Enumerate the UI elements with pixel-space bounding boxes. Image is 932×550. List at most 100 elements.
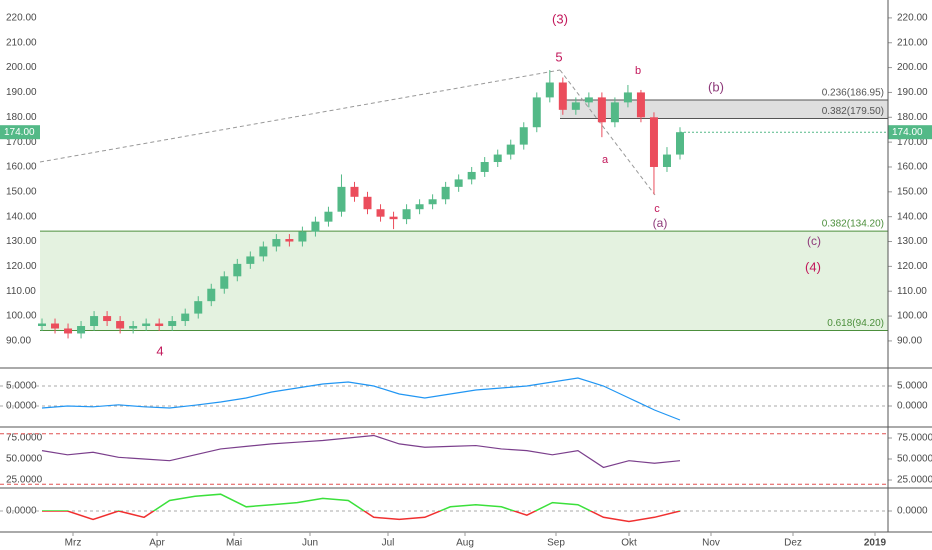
candle-body	[363, 196, 372, 210]
y-tick-label: 220.00	[6, 13, 37, 24]
y-tick-label: 130.00	[6, 236, 37, 247]
y-tick-label: 210.00	[897, 37, 928, 48]
candle-body	[558, 82, 567, 110]
candle-body	[415, 204, 424, 210]
wave-label: (a)	[653, 216, 668, 230]
candle-body	[376, 209, 385, 217]
candle-body	[597, 97, 606, 123]
candle-body	[142, 323, 151, 327]
candle-body	[623, 92, 632, 103]
candle-body	[402, 209, 411, 220]
osc-line	[42, 493, 680, 511]
price-tag	[0, 125, 40, 140]
wave-label: 4	[156, 343, 163, 358]
x-tick-label: Mrz	[65, 538, 82, 549]
candle-body	[272, 239, 281, 247]
y-tick-label: 25.0000	[6, 475, 43, 486]
wave-label: a	[602, 154, 609, 166]
candle-body	[103, 316, 112, 322]
y-tick-label: 75.0000	[6, 433, 43, 444]
x-tick-label: Dez	[784, 538, 802, 549]
y-tick-label: 200.00	[6, 62, 37, 73]
y-tick-label: 190.00	[897, 87, 928, 98]
candle-body	[350, 186, 359, 197]
y-tick-label: 100.00	[897, 311, 928, 322]
wave-label: (b)	[708, 79, 724, 94]
price-tag-label: 174.00	[4, 127, 35, 138]
y-tick-label: 90.00	[897, 336, 922, 347]
trend-line	[39, 69, 561, 163]
candle-body	[285, 239, 294, 242]
candle-body	[246, 256, 255, 264]
y-tick-label: 180.00	[6, 112, 37, 123]
rsi-line	[41, 434, 681, 469]
y-tick-label: 110.00	[6, 286, 36, 297]
fib-label: 0.382(179.50)	[822, 106, 884, 117]
candle-body	[662, 154, 671, 167]
candle-body	[207, 288, 216, 302]
fib-label: 0.618(94.20)	[827, 318, 884, 329]
price-tag-label: 174.00	[892, 127, 923, 138]
y-tick-label: 180.00	[897, 112, 928, 123]
y-tick-label: 150.00	[6, 186, 37, 197]
candle-body	[493, 154, 502, 163]
x-tick-label: Apr	[149, 538, 165, 549]
candle-body	[168, 321, 177, 327]
fib-label: 0.236(186.95)	[822, 88, 884, 99]
osc-line	[42, 511, 681, 523]
candle-body	[389, 216, 398, 220]
y-tick-label: 170.00	[897, 137, 928, 148]
y-tick-label: 120.00	[897, 261, 928, 272]
macd-line	[41, 377, 681, 421]
candle-body	[298, 231, 307, 242]
y-tick-label: 210.00	[6, 37, 37, 48]
wave-label: 5	[555, 49, 562, 64]
y-tick-label: 200.00	[897, 62, 928, 73]
y-tick-label: 130.00	[897, 236, 928, 247]
candle-body	[64, 328, 73, 334]
x-tick-label: Mai	[226, 538, 242, 549]
trend-line	[559, 69, 656, 196]
candle-body	[467, 171, 476, 180]
y-tick-label: 5.0000	[897, 381, 928, 392]
y-tick-label: 140.00	[6, 211, 37, 222]
candle-body	[506, 144, 515, 155]
fib-label: 0.382(134.20)	[822, 219, 884, 230]
y-tick-label: 160.00	[6, 162, 37, 173]
candle-body	[428, 199, 437, 205]
x-tick-label: Jul	[382, 538, 395, 549]
candle-body	[519, 127, 528, 145]
candle-body	[51, 323, 60, 329]
candle-body	[545, 82, 554, 98]
candle-body	[636, 92, 645, 118]
candle-body	[90, 316, 99, 327]
candle-body	[116, 321, 125, 329]
y-tick-label: 100.00	[6, 311, 37, 322]
wave-label: b	[635, 65, 641, 77]
candle-body	[480, 162, 489, 172]
wave-label: c	[654, 203, 660, 215]
y-tick-label: 160.00	[897, 162, 928, 173]
x-tick-label: Jun	[302, 538, 318, 549]
x-tick-label: Aug	[456, 538, 474, 549]
candle-body	[38, 323, 46, 327]
wave-label: (c)	[807, 234, 821, 248]
x-tick-label: Okt	[621, 538, 637, 549]
candle-body	[610, 102, 619, 123]
candle-body	[584, 97, 593, 103]
y-tick-label: 0.0000	[6, 401, 37, 412]
y-tick-label: 75.0000	[897, 433, 932, 444]
fib-zone	[40, 231, 888, 331]
candle-body	[454, 179, 463, 187]
y-tick-label: 50.0000	[897, 454, 932, 465]
candle-body	[441, 186, 450, 200]
y-tick-label: 190.00	[6, 87, 37, 98]
candle-body	[155, 323, 164, 327]
y-tick-label: 0.0000	[6, 506, 37, 517]
y-tick-label: 50.0000	[6, 454, 43, 465]
candle-body	[649, 117, 658, 167]
x-tick-label: 2019	[864, 538, 887, 549]
candle-body	[181, 313, 190, 322]
y-tick-label: 220.00	[897, 13, 928, 24]
